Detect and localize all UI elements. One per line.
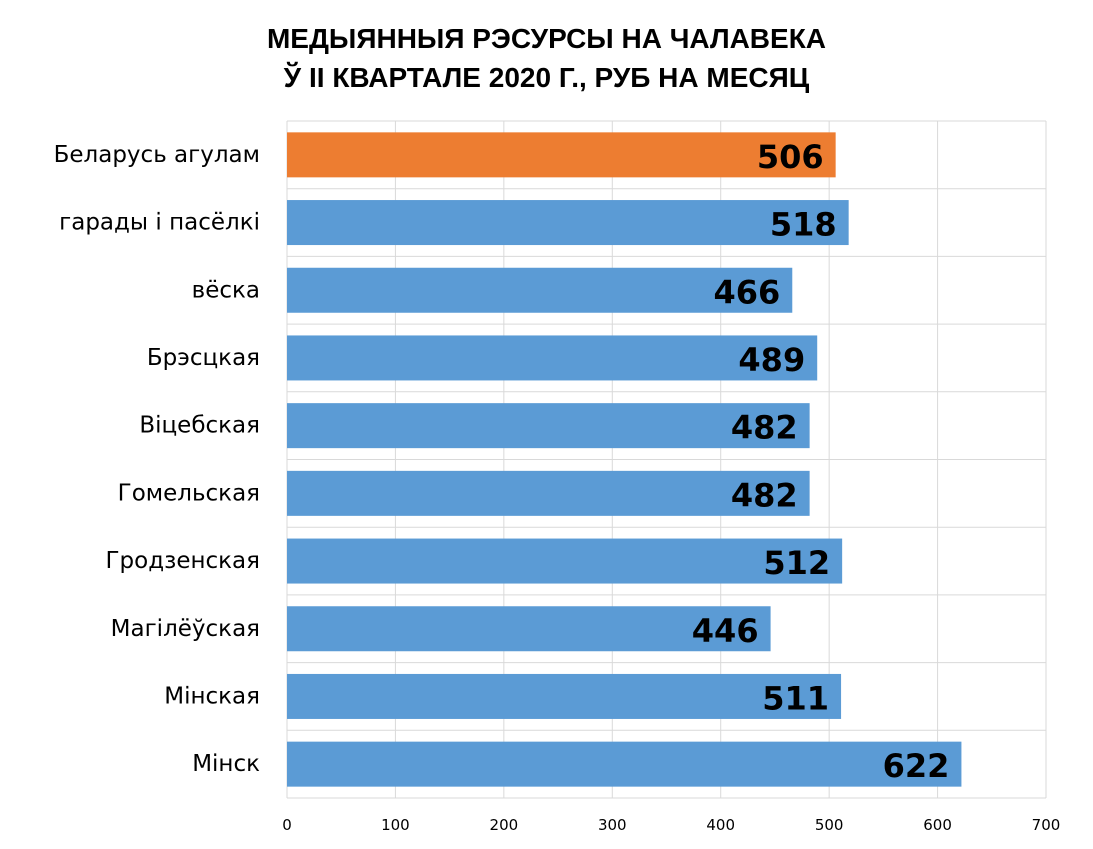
bar [287, 538, 843, 584]
category-label: гарады і пасёлкі [59, 210, 260, 236]
bar [287, 403, 810, 449]
category-label: Брэсцкая [147, 345, 260, 371]
bar [287, 606, 771, 652]
category-label: Віцебская [139, 413, 260, 439]
category-label: Магілёўская [111, 616, 260, 642]
bar [287, 200, 849, 246]
data-label: 466 [713, 273, 780, 311]
bar [287, 741, 962, 787]
category-label: вёска [192, 277, 260, 303]
bar [287, 335, 818, 381]
category-label: Мінская [164, 683, 260, 709]
data-label: 482 [731, 476, 798, 514]
chart-title-line-2: Ў II КВАРТАЛЕ 2020 Г., РУБ НА МЕСЯЦ [283, 62, 810, 93]
x-tick-label: 500 [815, 816, 844, 834]
label-layer: Беларусь агулам 506 гарады і пасёлкі 518 вёс… [54, 138, 1061, 834]
x-tick-label: 100 [381, 816, 410, 834]
x-tick-label: 0 [282, 816, 292, 834]
data-label: 489 [738, 341, 805, 379]
data-label: 506 [757, 138, 824, 176]
x-tick-label: 300 [598, 816, 627, 834]
x-tick-label: 200 [490, 816, 519, 834]
data-label: 511 [762, 679, 829, 717]
bar-layer [287, 132, 962, 787]
x-tick-label: 400 [706, 816, 735, 834]
data-label: 512 [763, 544, 830, 582]
bar [287, 470, 810, 516]
category-label: Гродзенская [106, 548, 261, 574]
chart-title-line-1: МЕДЫЯННЫЯ РЭСУРСЫ НА ЧАЛАВЕКА [266, 23, 827, 54]
data-label: 518 [770, 206, 837, 244]
x-tick-label: 600 [923, 816, 952, 834]
bar [287, 267, 793, 313]
data-label: 446 [692, 612, 759, 650]
category-label: Беларусь агулам [54, 142, 260, 168]
category-label: Гомельская [118, 480, 260, 506]
data-label: 482 [731, 409, 798, 447]
category-label: Мінск [192, 751, 260, 777]
bar [287, 132, 836, 178]
bar [287, 673, 842, 719]
data-label: 622 [883, 747, 950, 785]
x-tick-label: 700 [1032, 816, 1061, 834]
